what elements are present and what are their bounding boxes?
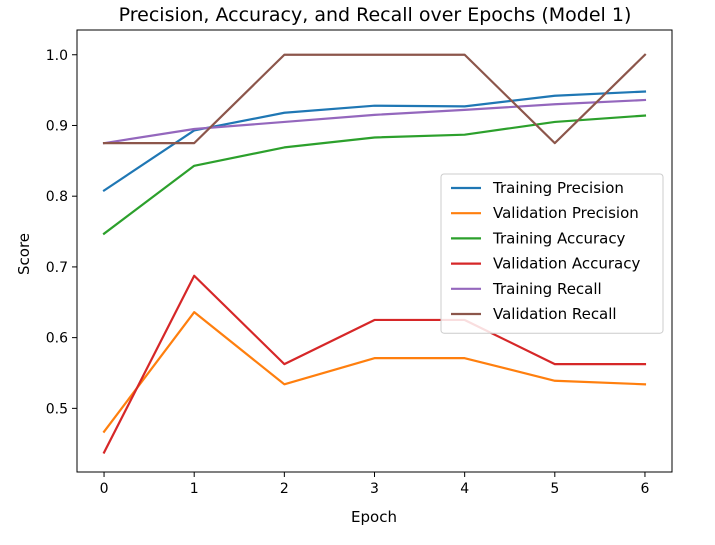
legend-label: Training Precision bbox=[492, 179, 624, 197]
x-tick-label: 2 bbox=[280, 481, 289, 497]
series-line-training-accuracy bbox=[102, 114, 647, 236]
legend: Training Precision Validation Precision Tr… bbox=[440, 173, 664, 334]
series-line-validation-recall bbox=[102, 53, 647, 145]
series-line-validation-precision bbox=[102, 311, 647, 434]
legend-label: Validation Precision bbox=[493, 204, 639, 222]
x-tick-label: 1 bbox=[190, 481, 199, 497]
y-tick-label: 0.6 bbox=[46, 331, 68, 347]
y-tick-label: 0.8 bbox=[46, 189, 68, 205]
y-tick-label: 0.7 bbox=[46, 260, 68, 276]
x-tick-label: 5 bbox=[550, 481, 559, 497]
y-axis-label: Score bbox=[15, 233, 33, 275]
legend-label: Validation Recall bbox=[493, 305, 617, 323]
legend-box bbox=[440, 173, 664, 334]
x-tick-label: 4 bbox=[460, 481, 469, 497]
y-tick-label: 0.9 bbox=[46, 118, 68, 134]
series-line-training-recall bbox=[102, 98, 647, 145]
axes-layer: 0 1 2 3 4 5 6 0.5 0.6 0.7 0.8 0.9 1.0 bbox=[46, 29, 673, 497]
x-tick-label: 6 bbox=[640, 481, 649, 497]
series-line-validation-accuracy bbox=[102, 274, 647, 455]
y-tick-label: 0.5 bbox=[46, 401, 68, 417]
x-tick-label: 3 bbox=[370, 481, 379, 497]
chart-title: Precision, Accuracy, and Recall over Epo… bbox=[119, 4, 632, 26]
legend-label: Training Recall bbox=[492, 280, 602, 298]
legend-label: Training Accuracy bbox=[492, 229, 626, 247]
y-tick-label: 1.0 bbox=[46, 48, 68, 64]
series-line-training-precision bbox=[102, 90, 647, 193]
series-layer bbox=[102, 53, 647, 455]
x-tick-label: 0 bbox=[100, 481, 109, 497]
x-axis-label: Epoch bbox=[351, 508, 397, 526]
legend-label: Validation Accuracy bbox=[493, 255, 640, 273]
